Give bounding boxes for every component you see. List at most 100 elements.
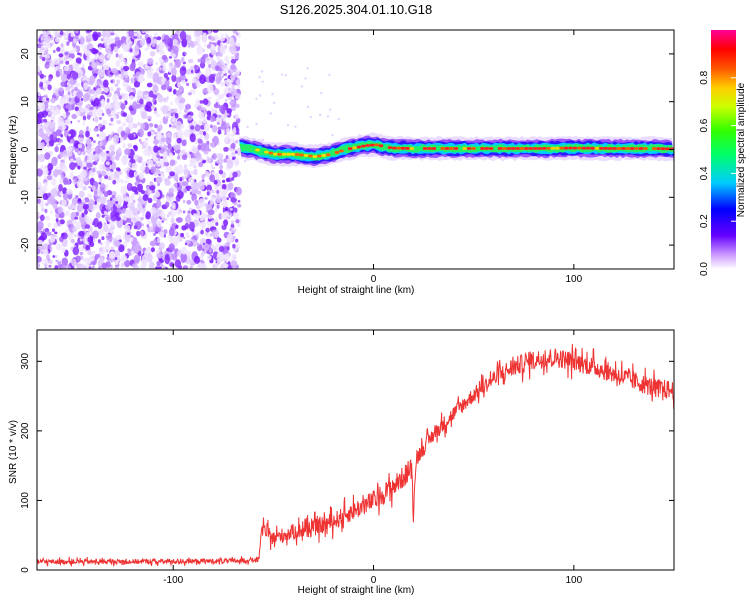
noise-speck <box>47 144 50 148</box>
noise-speck <box>105 214 112 221</box>
noise-speck <box>122 65 130 72</box>
noise-speck <box>170 67 177 76</box>
noise-speck <box>55 129 62 137</box>
noise-speck <box>98 123 103 128</box>
noise-speck <box>213 231 219 239</box>
noise-speck <box>80 108 84 113</box>
noise-speck <box>124 61 128 65</box>
noise-speck <box>207 209 215 216</box>
noise-speck <box>133 123 138 129</box>
noise-speck <box>235 42 241 47</box>
noise-speck <box>37 262 41 269</box>
noise-speck <box>184 164 187 169</box>
noise-speck <box>92 31 99 41</box>
noise-speck <box>94 200 97 205</box>
noise-speck <box>96 170 102 175</box>
noise-speck <box>199 263 207 269</box>
noise-speck <box>128 95 135 101</box>
noise-speck <box>186 82 190 87</box>
noise-speck <box>225 177 231 183</box>
noise-speck <box>58 184 63 192</box>
signal-core <box>577 146 582 150</box>
noise-speck <box>136 132 141 136</box>
noise-speck <box>55 32 59 37</box>
noise-speck <box>147 159 154 169</box>
noise-speck <box>51 40 56 46</box>
signal-core <box>629 147 635 150</box>
noise-speck <box>140 209 144 214</box>
noise-speck <box>104 64 110 71</box>
noise-speck <box>125 126 131 134</box>
noise-speck <box>164 218 168 221</box>
noise-speck <box>172 133 177 139</box>
noise-speck <box>42 96 48 102</box>
noise-speck <box>50 115 56 121</box>
noise-speck <box>89 241 95 247</box>
noise-speck <box>72 47 77 53</box>
noise-speck <box>66 188 73 195</box>
noise-speck <box>230 137 235 143</box>
noise-speck <box>61 98 66 105</box>
noise-speck <box>218 246 225 252</box>
noise-speck <box>103 79 109 88</box>
noise-speck <box>235 103 240 108</box>
noise-speck <box>215 194 222 204</box>
noise-speck <box>84 155 88 161</box>
signal-core <box>299 153 304 157</box>
noise-speck <box>160 226 164 230</box>
noise-speck <box>219 164 224 170</box>
noise-speck <box>124 148 131 156</box>
noise-speck <box>184 242 188 246</box>
noise-speck <box>100 196 107 205</box>
noise-speck <box>206 110 212 116</box>
noise-speck <box>168 227 175 237</box>
noise-speck <box>165 99 168 103</box>
noise-speck <box>37 181 42 189</box>
noise-speck <box>210 124 213 129</box>
signal-core <box>634 147 639 150</box>
y-tick-label: -20 <box>20 237 31 252</box>
noise-speck <box>204 230 211 238</box>
noise-speck <box>209 200 214 206</box>
noise-speck <box>197 58 201 63</box>
noise-speck <box>101 156 107 163</box>
noise-speck <box>138 78 142 81</box>
noise-speck <box>52 58 60 65</box>
noise-speck <box>233 207 238 213</box>
noise-speck <box>214 35 219 42</box>
noise-speck <box>223 158 228 163</box>
noise-speck <box>227 133 230 138</box>
noise-speck <box>104 183 109 190</box>
noise-speck <box>222 200 229 209</box>
noise-speck <box>211 171 215 175</box>
noise-speck <box>70 171 74 175</box>
signal-core <box>616 147 622 150</box>
noise-speck <box>183 188 188 193</box>
noise-speck <box>69 79 75 85</box>
noise-speck <box>132 74 136 77</box>
signal-core <box>277 152 282 156</box>
noise-speck <box>140 230 144 236</box>
noise-speck <box>60 81 67 87</box>
chart-title: S126.2025.304.01.10.G18 <box>280 2 433 17</box>
noise-speck <box>193 182 201 189</box>
noise-speck <box>71 70 79 80</box>
noise-speck <box>190 125 195 130</box>
noise-speck <box>151 43 156 47</box>
noise-speck <box>227 60 230 65</box>
noise-speck <box>122 143 126 148</box>
noise-speck <box>88 186 92 189</box>
noise-speck <box>204 197 208 200</box>
noise-speck <box>189 170 195 175</box>
signal-core <box>528 147 534 150</box>
snr-x-label: Height of straight line (km) <box>298 585 415 596</box>
noise-speck <box>109 102 116 112</box>
noise-speck <box>181 247 187 255</box>
noise-speck <box>63 66 70 72</box>
noise-speck <box>235 238 239 243</box>
noise-speck <box>201 159 207 164</box>
noise-speck <box>209 174 216 183</box>
noise-speck <box>108 251 116 259</box>
colorbar-gradient <box>711 30 736 269</box>
colorbar-tick-label: 0.2 <box>699 214 710 228</box>
